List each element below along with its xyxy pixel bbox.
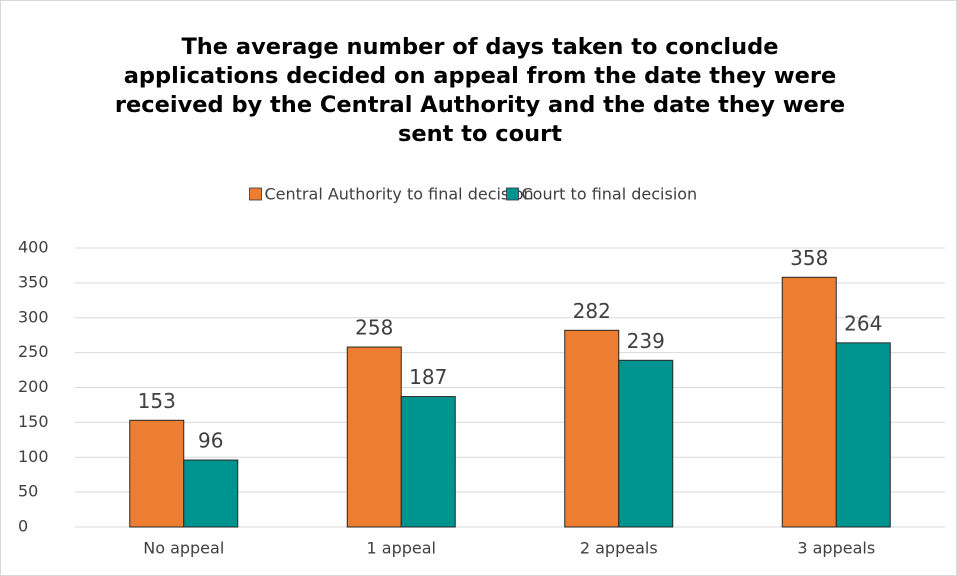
- y-tick-label: 250: [18, 342, 49, 361]
- value-label: 282: [573, 299, 611, 323]
- legend-swatch: [249, 187, 262, 201]
- legend-label: Court to final decision: [522, 185, 698, 204]
- y-tick-label: 200: [18, 377, 49, 396]
- bar: [618, 359, 674, 528]
- y-tick-label: 0: [18, 517, 28, 536]
- bar: [781, 276, 837, 528]
- value-label: 153: [138, 389, 176, 413]
- legend-swatch: [506, 187, 519, 201]
- x-tick-label: 1 appeal: [367, 539, 436, 558]
- x-tick-label: 3 appeals: [797, 539, 875, 558]
- bar: [564, 329, 620, 528]
- value-label: 187: [409, 365, 447, 389]
- value-label: 358: [790, 246, 828, 270]
- y-tick-label: 50: [18, 482, 38, 501]
- legend-label: Central Authority to final decision: [265, 185, 534, 204]
- chart-title: The average number of days taken to conc…: [114, 34, 846, 147]
- value-label: 96: [198, 429, 223, 453]
- y-tick-label: 350: [18, 272, 49, 291]
- value-label: 239: [627, 329, 665, 353]
- bar: [346, 346, 402, 528]
- value-label: 258: [355, 316, 393, 340]
- x-tick-label: No appeal: [143, 539, 224, 558]
- y-tick-label: 400: [18, 238, 49, 257]
- y-tick-label: 150: [18, 412, 49, 431]
- bar: [400, 396, 456, 528]
- bar: [129, 419, 185, 528]
- y-tick-label: 300: [18, 307, 49, 326]
- x-tick-label: 2 appeals: [580, 539, 658, 558]
- bar: [183, 459, 239, 528]
- value-label: 264: [844, 311, 882, 335]
- bar: [835, 342, 891, 528]
- y-tick-label: 100: [18, 447, 49, 466]
